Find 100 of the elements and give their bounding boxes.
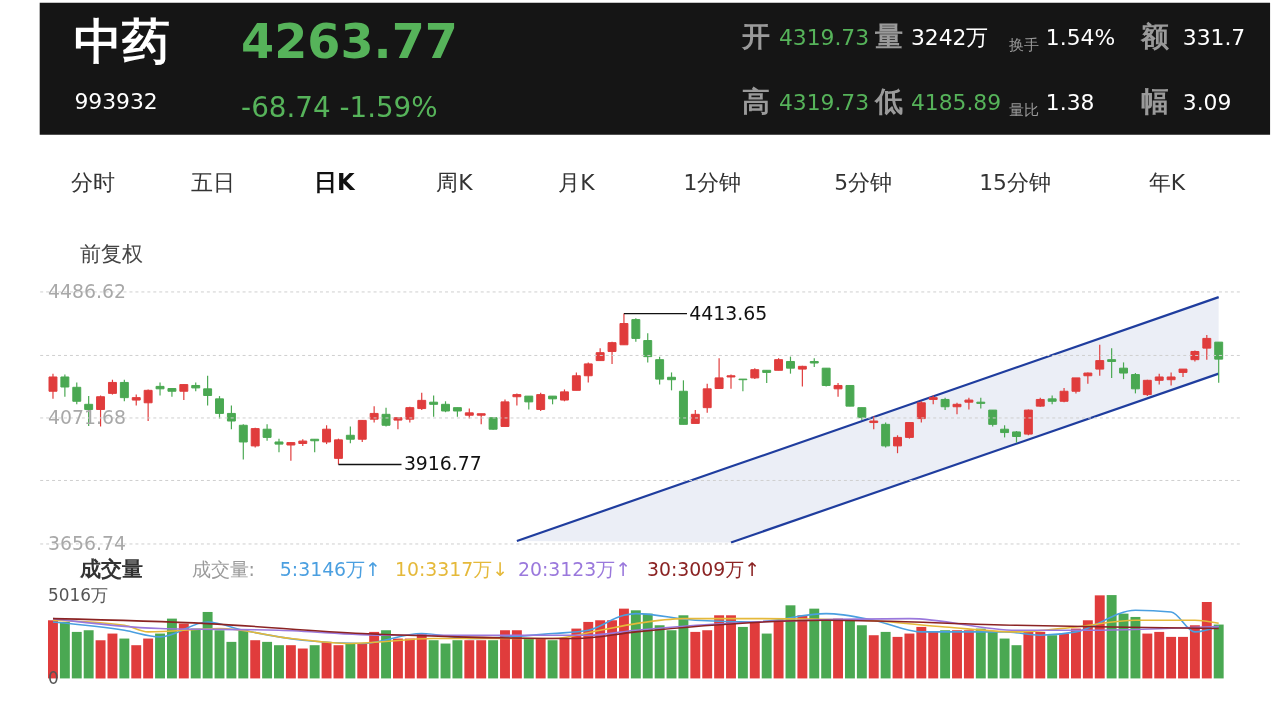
bar: [868, 635, 879, 679]
text: 30:3009万↑: [646, 559, 761, 581]
candlestick: [72, 381, 82, 405]
candlestick: [215, 395, 224, 420]
bar: [1023, 631, 1034, 679]
bar: [1082, 620, 1093, 679]
candlestick: [964, 397, 974, 411]
text: 低: [874, 84, 904, 118]
bar: [488, 640, 499, 679]
text: 4319.73: [778, 25, 870, 51]
candlestick: [167, 387, 177, 398]
text: 高: [742, 84, 771, 118]
candlestick: [512, 392, 522, 407]
candlestick: [916, 400, 926, 424]
text: 前复权: [79, 241, 143, 266]
candlestick: [1107, 347, 1117, 379]
chart-subtitle: 993932: [74, 88, 158, 114]
text: 10:3317万↓: [394, 559, 508, 581]
text: 开: [741, 20, 771, 54]
y-tick-label: 4486.62: [48, 280, 127, 302]
bar: [155, 633, 165, 679]
bar: [726, 615, 736, 679]
bar: [880, 631, 891, 679]
bar: [202, 611, 213, 679]
bar: [904, 633, 915, 679]
bar: [59, 621, 70, 679]
bar: [1059, 633, 1070, 679]
bar: [523, 638, 534, 679]
candlestick: [1130, 372, 1140, 394]
candlestick: [643, 332, 653, 363]
bar: [928, 631, 939, 679]
bar: [357, 643, 368, 679]
candlestick: [143, 388, 153, 422]
bar: [190, 628, 201, 679]
candlestick: [60, 373, 70, 398]
bar: [345, 643, 356, 679]
candlestick: [738, 378, 748, 392]
bar: [1178, 636, 1188, 679]
candlestick: [429, 394, 439, 418]
bar: [702, 630, 713, 679]
candlestick: [631, 317, 641, 343]
bar: [71, 631, 82, 679]
bar: [250, 640, 261, 679]
bar: [630, 610, 641, 679]
bar: [1189, 625, 1200, 679]
y-tick-label: 3656.74: [48, 532, 127, 554]
candlestick: [845, 384, 855, 407]
candlestick: [702, 383, 712, 414]
bar: [392, 638, 403, 679]
bar: [987, 631, 998, 679]
bar: [500, 630, 510, 679]
bar: [916, 626, 927, 679]
annotation: 4413.65: [689, 302, 768, 324]
text: 331.7: [1182, 25, 1246, 51]
bar: [999, 638, 1010, 679]
text: 月K: [558, 170, 596, 196]
bar: [952, 630, 962, 679]
bar: [452, 640, 463, 679]
text: 4263.77: [241, 14, 458, 70]
bar: [143, 638, 154, 679]
y-tick-label: 5016万: [48, 584, 109, 605]
text: 幅: [1141, 84, 1170, 118]
bar: [547, 640, 558, 679]
bar: [678, 615, 689, 679]
candlestick: [714, 357, 724, 390]
bar: [833, 618, 844, 679]
candlestick: [536, 392, 546, 412]
bar: [797, 615, 808, 679]
text: 量比: [1009, 100, 1040, 119]
text: 换手: [1009, 36, 1040, 55]
text: 4185.89: [910, 89, 1002, 115]
text: 4319.73: [778, 89, 870, 115]
bar: [1154, 631, 1165, 679]
text: 1.54%: [1045, 25, 1116, 51]
bar: [131, 645, 142, 679]
bar: [690, 631, 701, 679]
text: 日K: [314, 169, 357, 196]
bar: [1011, 645, 1022, 679]
bar: [1070, 628, 1081, 679]
text: 额: [1140, 20, 1171, 54]
candlestick: [322, 424, 332, 445]
bar: [178, 623, 189, 679]
bar: [975, 628, 986, 679]
text: 15分钟: [979, 170, 1051, 196]
bar: [940, 630, 951, 679]
bar: [535, 638, 546, 679]
candlestick: [1095, 344, 1105, 377]
text: 周K: [436, 170, 474, 196]
text: 1分钟: [683, 170, 742, 196]
text: 1.38: [1045, 89, 1095, 115]
bar: [262, 641, 273, 679]
bar: [666, 630, 677, 679]
bar: [309, 645, 320, 679]
candlestick: [833, 382, 843, 398]
bar: [1047, 635, 1058, 679]
bar: [607, 620, 618, 679]
bar: [821, 620, 832, 679]
bar: [714, 615, 725, 679]
text: 5分钟: [834, 170, 893, 196]
candlestick: [357, 419, 367, 443]
